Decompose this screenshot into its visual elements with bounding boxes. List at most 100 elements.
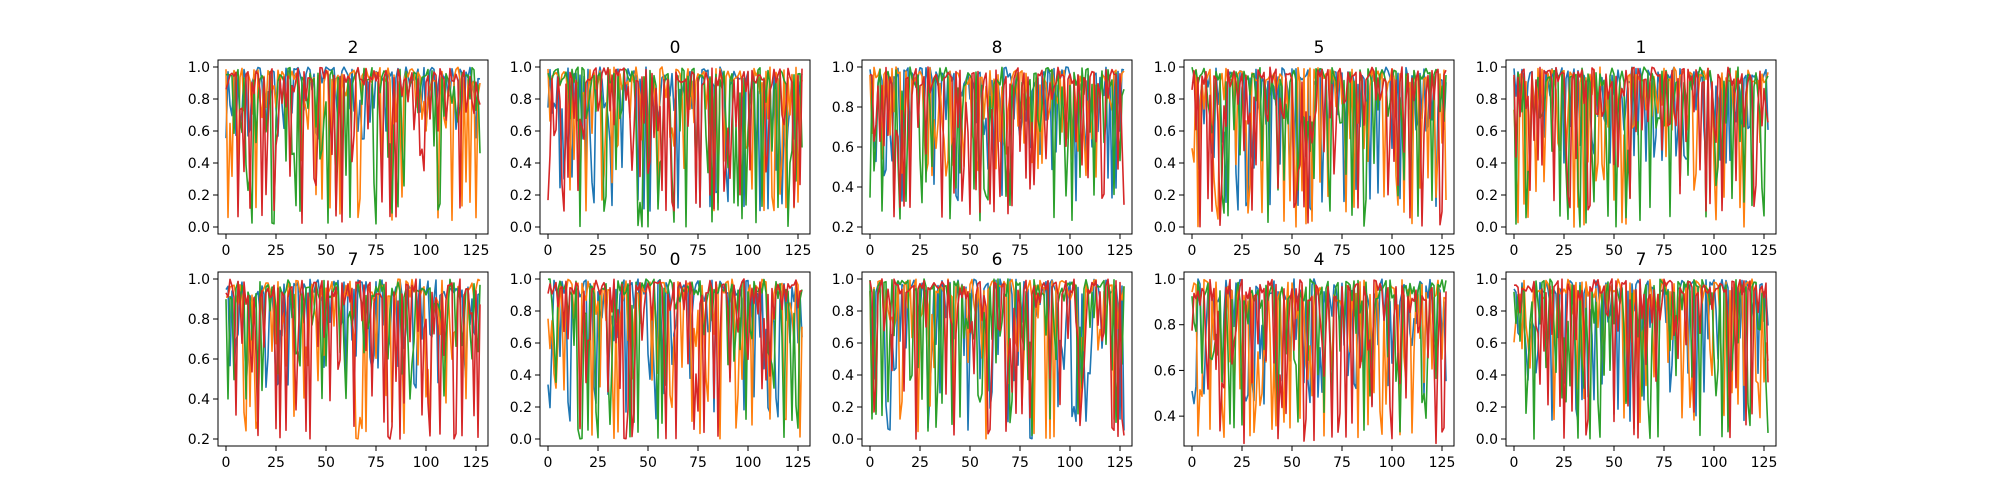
- subplot-panel: 0 25 50 75 100 125 0.0 0.2 0.4 0.6 0.8 1.0 0: [510, 250, 812, 471]
- y-tick-label: 0.0: [510, 220, 532, 236]
- subplot-panel: 0 25 50 75 100 125 0.2 0.4 0.6 0.8 1.0 8: [832, 38, 1134, 259]
- x-tick-label: 75: [689, 243, 707, 259]
- x-tick-label: 75: [1011, 455, 1029, 471]
- axes-frame: [1183, 59, 1455, 235]
- x-tick-label: 0: [1510, 243, 1519, 259]
- x-tick-label: 50: [961, 455, 979, 471]
- x-tick-label: 75: [367, 455, 385, 471]
- x-tick-label: 25: [1233, 455, 1251, 471]
- y-tick-label: 0.4: [1476, 156, 1498, 172]
- x-tick-label: 25: [267, 243, 285, 259]
- y-tick-label: 0.4: [832, 180, 854, 196]
- subplot-panel: 0 25 50 75 100 125 0.0 0.2 0.4 0.6 0.8 1.0 6: [832, 250, 1134, 471]
- y-tick-label: 0.8: [832, 100, 854, 116]
- x-tick-label: 100: [1057, 243, 1084, 259]
- x-tick-label: 100: [1057, 455, 1084, 471]
- subplot-panel: 0 25 50 75 100 125 0.0 0.2 0.4 0.6 0.8 1.0 2: [188, 38, 490, 259]
- x-tick-label: 100: [413, 243, 440, 259]
- x-tick-label: 125: [1429, 455, 1456, 471]
- series-line: [1513, 278, 1769, 440]
- x-tick-label: 0: [544, 455, 553, 471]
- series-line: [1191, 66, 1447, 228]
- y-tick-label: 0.6: [832, 336, 854, 352]
- y-tick-label: 0.0: [188, 220, 210, 236]
- x-tick-label: 50: [1605, 455, 1623, 471]
- y-tick-label: 0.4: [1154, 156, 1176, 172]
- x-tick-label: 0: [1188, 243, 1197, 259]
- y-tick-label: 0.6: [510, 124, 532, 140]
- y-tick-label: 0.4: [1154, 409, 1176, 425]
- x-tick-label: 0: [222, 455, 231, 471]
- y-tick-label: 0.2: [510, 188, 532, 204]
- x-tick-label: 0: [866, 455, 875, 471]
- x-tick-label: 50: [317, 455, 335, 471]
- axes-frame: [539, 271, 811, 447]
- y-tick-label: 1.0: [1476, 60, 1498, 76]
- y-tick-label: 0.8: [510, 304, 532, 320]
- y-tick-label: 1.0: [1476, 272, 1498, 288]
- y-tick-label: 0.2: [1476, 188, 1498, 204]
- y-tick-label: 0.4: [510, 156, 532, 172]
- x-tick-label: 50: [317, 243, 335, 259]
- series-line: [1191, 66, 1447, 228]
- subplot-panel: 0 25 50 75 100 125 0.0 0.2 0.4 0.6 0.8 1.0 1: [1476, 38, 1778, 259]
- x-tick-label: 50: [1283, 455, 1301, 471]
- y-tick-label: 0.2: [832, 400, 854, 416]
- x-tick-label: 0: [1510, 455, 1519, 471]
- axes-frame: [539, 59, 811, 235]
- series-line: [225, 66, 481, 224]
- y-tick-label: 1.0: [1154, 60, 1176, 76]
- y-tick-label: 1.0: [188, 272, 210, 288]
- x-tick-label: 75: [1333, 455, 1351, 471]
- y-tick-label: 0.2: [510, 400, 532, 416]
- y-tick-label: 0.6: [832, 140, 854, 156]
- panel-title: 7: [1636, 250, 1647, 270]
- y-tick-label: 0.8: [510, 92, 532, 108]
- x-tick-label: 0: [222, 243, 231, 259]
- x-tick-label: 125: [1751, 455, 1778, 471]
- x-tick-label: 125: [1751, 243, 1778, 259]
- x-tick-label: 0: [544, 243, 553, 259]
- series-line: [1191, 278, 1447, 445]
- y-tick-label: 0.6: [1476, 124, 1498, 140]
- x-tick-label: 75: [367, 243, 385, 259]
- x-tick-label: 50: [961, 243, 979, 259]
- panel-title: 5: [1314, 38, 1325, 58]
- x-tick-label: 100: [735, 455, 762, 471]
- x-tick-label: 75: [1655, 243, 1673, 259]
- axes-frame: [1505, 59, 1777, 235]
- y-tick-label: 0.6: [1154, 124, 1176, 140]
- series-line: [869, 278, 1125, 440]
- y-tick-label: 0.8: [1154, 92, 1176, 108]
- y-tick-label: 0.2: [832, 220, 854, 236]
- x-tick-label: 125: [1107, 243, 1134, 259]
- panel-title: 0: [670, 250, 681, 270]
- y-tick-label: 0.8: [1154, 318, 1176, 334]
- axes-frame: [1505, 271, 1777, 447]
- panel-title: 6: [992, 250, 1003, 270]
- panel-title: 7: [348, 250, 359, 270]
- x-tick-label: 75: [689, 455, 707, 471]
- y-tick-label: 0.6: [1476, 336, 1498, 352]
- axes-frame: [217, 59, 489, 235]
- x-tick-label: 75: [1011, 243, 1029, 259]
- series-line: [1191, 278, 1447, 406]
- y-tick-label: 0.2: [188, 432, 210, 448]
- x-tick-label: 0: [866, 243, 875, 259]
- x-tick-label: 25: [589, 243, 607, 259]
- y-tick-label: 0.2: [1476, 400, 1498, 416]
- y-tick-label: 1.0: [510, 272, 532, 288]
- x-tick-label: 25: [911, 243, 929, 259]
- y-tick-label: 0.2: [188, 188, 210, 204]
- x-tick-label: 75: [1655, 455, 1673, 471]
- y-tick-label: 0.0: [1154, 220, 1176, 236]
- x-tick-label: 25: [1233, 243, 1251, 259]
- series-line: [1513, 278, 1769, 439]
- y-tick-label: 0.8: [1476, 304, 1498, 320]
- series-line: [1191, 66, 1447, 227]
- panel-title: 2: [348, 38, 359, 58]
- y-tick-label: 0.4: [832, 368, 854, 384]
- x-tick-label: 125: [785, 243, 812, 259]
- x-tick-label: 75: [1333, 243, 1351, 259]
- x-tick-label: 25: [267, 455, 285, 471]
